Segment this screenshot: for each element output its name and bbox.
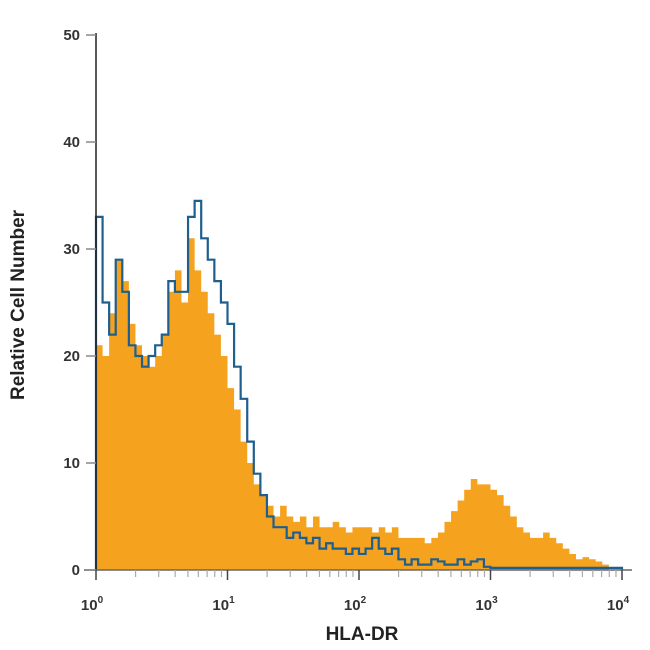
y-axis-title: Relative Cell Number	[8, 209, 29, 400]
series-0-stained-histogram	[96, 238, 609, 571]
x-tick-label: 101	[212, 595, 235, 614]
series-1-isotype-histogram	[94, 199, 624, 570]
x-tick-label: 102	[344, 595, 367, 614]
y-tick-label: 10	[63, 455, 80, 472]
y-tick-label: 40	[63, 134, 80, 151]
x-axis-title: HLA-DR	[326, 624, 399, 645]
y-tick-label: 0	[72, 562, 80, 579]
y-tick-label: 20	[63, 348, 80, 365]
x-tick-label: 100	[81, 595, 104, 614]
y-tick-label: 50	[63, 27, 80, 44]
x-tick-label: 104	[607, 595, 630, 614]
x-tick-label: 103	[475, 595, 498, 614]
y-tick-label: 30	[63, 241, 80, 258]
